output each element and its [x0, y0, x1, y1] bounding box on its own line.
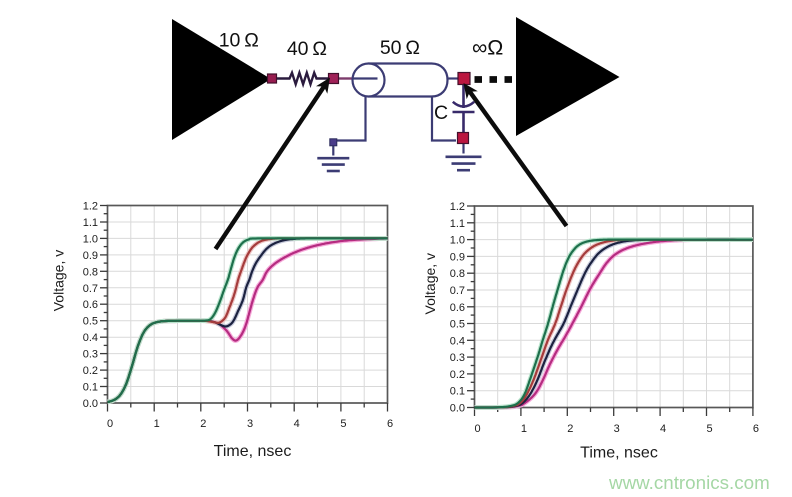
svg-text:0.4: 0.4 [83, 332, 98, 344]
svg-text:1.0: 1.0 [83, 233, 98, 245]
svg-text:0.0: 0.0 [83, 398, 98, 410]
svg-text:Time, nsec: Time, nsec [214, 443, 292, 460]
svg-text:4: 4 [294, 418, 300, 430]
svg-text:Time, nsec: Time, nsec [580, 445, 658, 462]
svg-text:1.1: 1.1 [450, 218, 465, 230]
svg-text:1.2: 1.2 [83, 201, 98, 213]
svg-text:0.3: 0.3 [83, 349, 98, 361]
svg-text:0.1: 0.1 [450, 386, 465, 398]
svg-text:0.5: 0.5 [450, 319, 465, 331]
svg-text:∞Ω: ∞Ω [472, 36, 503, 60]
svg-text:2: 2 [200, 418, 206, 430]
svg-text:1: 1 [521, 423, 527, 435]
svg-text:0.0: 0.0 [450, 403, 465, 415]
svg-text:40 Ω: 40 Ω [287, 38, 327, 60]
svg-text:10 Ω: 10 Ω [219, 29, 259, 51]
svg-text:5: 5 [340, 418, 346, 430]
svg-text:6: 6 [387, 418, 393, 430]
svg-text:5: 5 [706, 423, 712, 435]
svg-text:0: 0 [107, 418, 113, 430]
svg-text:0.9: 0.9 [450, 251, 465, 263]
svg-text:1.0: 1.0 [450, 235, 465, 247]
svg-text:0.5: 0.5 [83, 316, 98, 328]
svg-text:0.2: 0.2 [83, 365, 98, 377]
svg-text:6: 6 [753, 423, 759, 435]
svg-text:0.6: 0.6 [450, 302, 465, 314]
svg-text:0.3: 0.3 [450, 352, 465, 364]
svg-text:0.8: 0.8 [450, 268, 465, 280]
svg-text:0.7: 0.7 [450, 285, 465, 297]
svg-text:0.9: 0.9 [83, 250, 98, 262]
svg-text:2: 2 [567, 423, 573, 435]
svg-text:0.2: 0.2 [450, 369, 465, 381]
svg-text:C: C [434, 102, 448, 124]
svg-text:50 Ω: 50 Ω [380, 37, 420, 59]
svg-text:Voltage, v: Voltage, v [51, 250, 67, 312]
svg-text:1: 1 [154, 418, 160, 430]
svg-text:0.7: 0.7 [83, 283, 98, 295]
svg-text:1.1: 1.1 [83, 217, 98, 229]
svg-text:3: 3 [614, 423, 620, 435]
svg-text:0.4: 0.4 [450, 335, 465, 347]
svg-text:1.2: 1.2 [450, 201, 465, 213]
svg-text:0.6: 0.6 [83, 299, 98, 311]
svg-text:www.cntronics.com: www.cntronics.com [608, 472, 770, 493]
svg-text:4: 4 [660, 423, 666, 435]
svg-text:0: 0 [474, 423, 480, 435]
svg-text:0.1: 0.1 [83, 382, 98, 394]
svg-text:Voltage, v: Voltage, v [422, 253, 438, 315]
svg-text:0.8: 0.8 [83, 266, 98, 278]
svg-text:3: 3 [247, 418, 253, 430]
